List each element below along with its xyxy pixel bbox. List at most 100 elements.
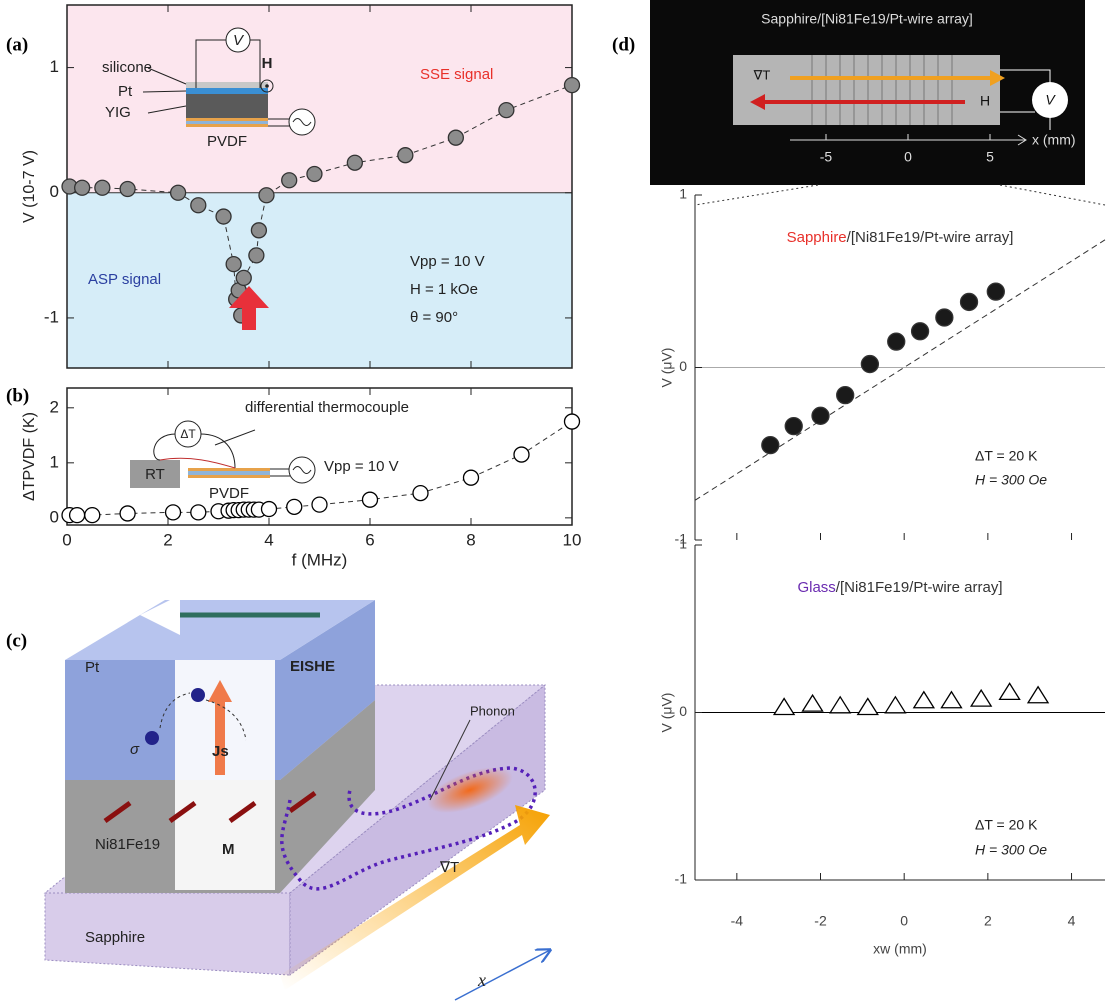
label: x (mm) (1032, 132, 1076, 148)
y-tick-label: 1 (50, 57, 59, 76)
trend-line (69, 421, 573, 516)
leader (429, 719, 471, 801)
inset-tick-label: -5 (820, 149, 833, 165)
inset-title: Sapphire/[Ni81Fe19/Pt-wire array] (761, 11, 973, 27)
rt-block (130, 460, 180, 488)
annotation: H = 300 Oe (975, 472, 1047, 488)
y-tick-label: -1 (675, 871, 688, 887)
y-tick-label: -1 (675, 531, 688, 547)
label: σ (130, 741, 140, 758)
annotation: PVDF (207, 133, 247, 150)
pvdf-layer (188, 471, 270, 475)
sample (733, 55, 1000, 125)
marker (986, 282, 1005, 301)
label: Pt (85, 659, 100, 676)
voltmeter (1032, 82, 1068, 118)
y-tick-label: -1 (44, 307, 59, 326)
magnetization-arrow (103, 790, 317, 824)
x-tick-label: 4 (1068, 913, 1076, 929)
x-tick-label: 2 (163, 530, 172, 549)
annotation: Vpp = 10 V (324, 458, 399, 475)
marker (1026, 685, 1050, 704)
marker (772, 697, 796, 716)
wire-array (811, 55, 953, 125)
js-arrow-head (208, 680, 232, 702)
marker (119, 180, 136, 198)
annotation: V (233, 32, 245, 49)
pt-layer (186, 88, 268, 94)
marker (190, 504, 207, 521)
pvdf-layer (186, 121, 268, 124)
marker (119, 505, 136, 522)
trajectory (159, 692, 247, 741)
voltmeter (225, 27, 251, 53)
x-tick-label: 10 (563, 530, 582, 549)
annotation: RT (145, 466, 165, 483)
marker (884, 695, 907, 714)
marker (910, 322, 930, 341)
marker (311, 496, 328, 513)
label: Sapphire (85, 929, 145, 946)
region-below (67, 192, 572, 368)
marker (412, 484, 429, 502)
marker (912, 690, 936, 709)
label: V (1045, 92, 1056, 108)
chart: -1 0 1 -4 -2 0 2 4 xw (mm) V (μV) Glass/[Ni81Fe19/… (659, 536, 1105, 957)
inset-ticks: -5 0 5 (820, 134, 994, 165)
annotation: PVDF (209, 485, 249, 502)
inset-tick-label: 5 (986, 149, 994, 165)
frame (66, 387, 573, 526)
y-axis-label: V (μV) (659, 693, 675, 733)
y-tick-label: 2 (50, 397, 59, 416)
x-tick-label: 0 (62, 530, 71, 549)
chart: -1 0 1 V (10-7 V) (21, 4, 581, 369)
y-tick-label: 0 (679, 358, 687, 374)
x-arrow (454, 950, 550, 1001)
marker (563, 413, 581, 430)
dt-meter (174, 420, 202, 448)
wire (159, 457, 236, 469)
annotation: Pt (118, 83, 133, 100)
hot-spot (427, 767, 513, 813)
marker (164, 504, 182, 521)
ac-symbol (292, 118, 312, 126)
y-tick-label: 0 (50, 507, 59, 526)
arrow-head (750, 94, 765, 110)
label: H (980, 93, 990, 109)
chart: 0 1 2 0 2 4 6 8 10 f (MHz) ΔTPVDF (K) (21, 387, 582, 569)
marker (248, 247, 265, 264)
x-axis-label: xw (mm) (873, 941, 927, 957)
electrode (188, 475, 270, 478)
electron (191, 688, 205, 702)
marker (563, 76, 581, 94)
marker (940, 690, 963, 709)
annotation: H = 300 Oe (975, 842, 1047, 858)
chart-title: Sapphire/[Ni81Fe19/Pt-wire array] (787, 229, 1014, 246)
leader (142, 67, 187, 114)
marker (998, 682, 1021, 701)
region-above (67, 5, 572, 193)
marker (447, 129, 465, 146)
x-axis-label: f (MHz) (292, 550, 348, 569)
zoom-line (694, 184, 1106, 206)
yig-layer (186, 94, 268, 118)
gradient-arrow (280, 805, 550, 990)
annotation: ΔT = 20 K (975, 448, 1038, 464)
title-part: /[Ni81Fe19/Pt-wire array] (836, 579, 1003, 596)
label: EISHE (290, 658, 335, 675)
inset-tick-label: 0 (904, 149, 912, 165)
annotation: H = 1 kOe (410, 281, 478, 298)
panel-label: (d) (612, 34, 635, 55)
marker (260, 500, 278, 518)
title-part: /[Ni81Fe19/Pt-wire array] (847, 229, 1014, 246)
chart-title: Glass/[Ni81Fe19/Pt-wire array] (797, 579, 1002, 596)
resonance-arrow (228, 286, 269, 330)
label: Js (212, 743, 229, 760)
marker (761, 435, 780, 455)
marker (856, 697, 879, 716)
x-tick-label: -4 (731, 913, 744, 929)
fit-line (694, 239, 1106, 501)
annotation: YIG (105, 104, 131, 121)
